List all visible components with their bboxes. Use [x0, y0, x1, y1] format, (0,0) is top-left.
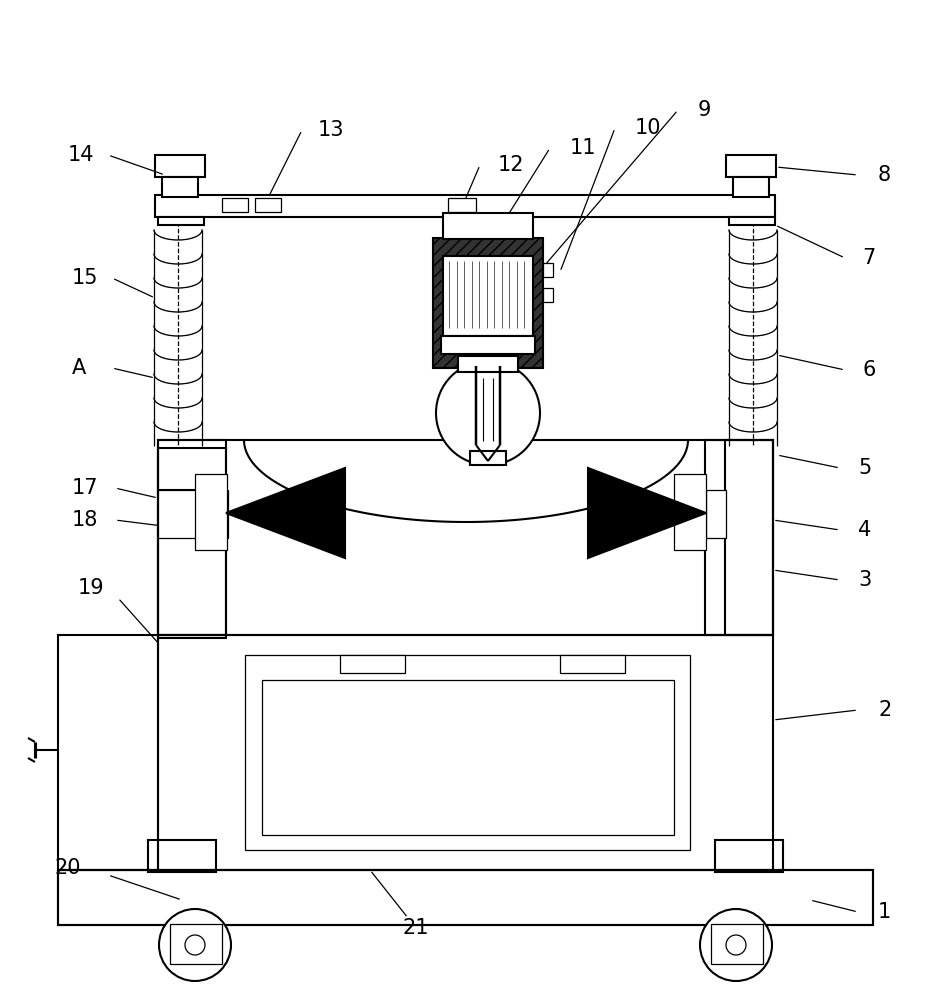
Bar: [158, 440, 773, 635]
Bar: [158, 448, 226, 493]
Bar: [726, 155, 776, 177]
Bar: [458, 356, 518, 372]
Text: 13: 13: [318, 120, 344, 140]
Bar: [262, 680, 674, 835]
Bar: [340, 655, 405, 673]
Text: 4: 4: [858, 520, 871, 540]
Bar: [58, 870, 873, 925]
Text: 1: 1: [878, 902, 891, 922]
Bar: [195, 474, 227, 550]
Text: 5: 5: [858, 458, 871, 478]
Bar: [729, 217, 775, 225]
Bar: [158, 217, 204, 225]
Bar: [255, 198, 281, 212]
Text: 20: 20: [55, 858, 82, 878]
Bar: [448, 198, 476, 212]
Text: 18: 18: [72, 510, 99, 530]
Bar: [162, 177, 198, 197]
Circle shape: [159, 909, 231, 981]
Bar: [433, 238, 543, 368]
Text: 12: 12: [498, 155, 524, 175]
Bar: [715, 840, 783, 872]
Bar: [441, 336, 535, 354]
Bar: [155, 155, 205, 177]
Circle shape: [726, 935, 746, 955]
Bar: [674, 474, 706, 550]
Circle shape: [700, 909, 772, 981]
Bar: [245, 655, 690, 850]
Text: 2: 2: [878, 700, 891, 720]
Bar: [58, 635, 158, 870]
Text: 17: 17: [72, 478, 99, 498]
Bar: [443, 213, 533, 239]
Bar: [543, 288, 553, 302]
Text: 15: 15: [72, 268, 99, 288]
Polygon shape: [226, 468, 345, 558]
Text: 9: 9: [698, 100, 711, 120]
Text: 11: 11: [570, 138, 597, 158]
Bar: [706, 490, 726, 538]
Bar: [733, 177, 769, 197]
Text: 6: 6: [862, 360, 875, 380]
Text: 10: 10: [635, 118, 662, 138]
Bar: [148, 840, 216, 872]
Text: 8: 8: [878, 165, 891, 185]
Bar: [222, 198, 248, 212]
Bar: [158, 440, 226, 635]
Bar: [158, 490, 206, 532]
Circle shape: [185, 935, 205, 955]
Bar: [170, 924, 222, 964]
Circle shape: [436, 361, 540, 465]
Text: 14: 14: [68, 145, 95, 165]
Bar: [705, 440, 773, 635]
Bar: [158, 635, 773, 870]
Text: 3: 3: [858, 570, 871, 590]
Bar: [443, 256, 533, 336]
Bar: [711, 924, 763, 964]
Bar: [470, 451, 506, 465]
Text: A: A: [72, 358, 87, 378]
Text: 7: 7: [862, 248, 875, 268]
Text: 21: 21: [402, 918, 428, 938]
Text: 19: 19: [78, 578, 104, 598]
Bar: [155, 195, 775, 217]
Bar: [58, 870, 873, 925]
Bar: [158, 530, 226, 638]
Bar: [158, 490, 228, 538]
Bar: [560, 655, 625, 673]
Bar: [543, 263, 553, 277]
Bar: [725, 440, 773, 635]
Polygon shape: [588, 468, 706, 558]
